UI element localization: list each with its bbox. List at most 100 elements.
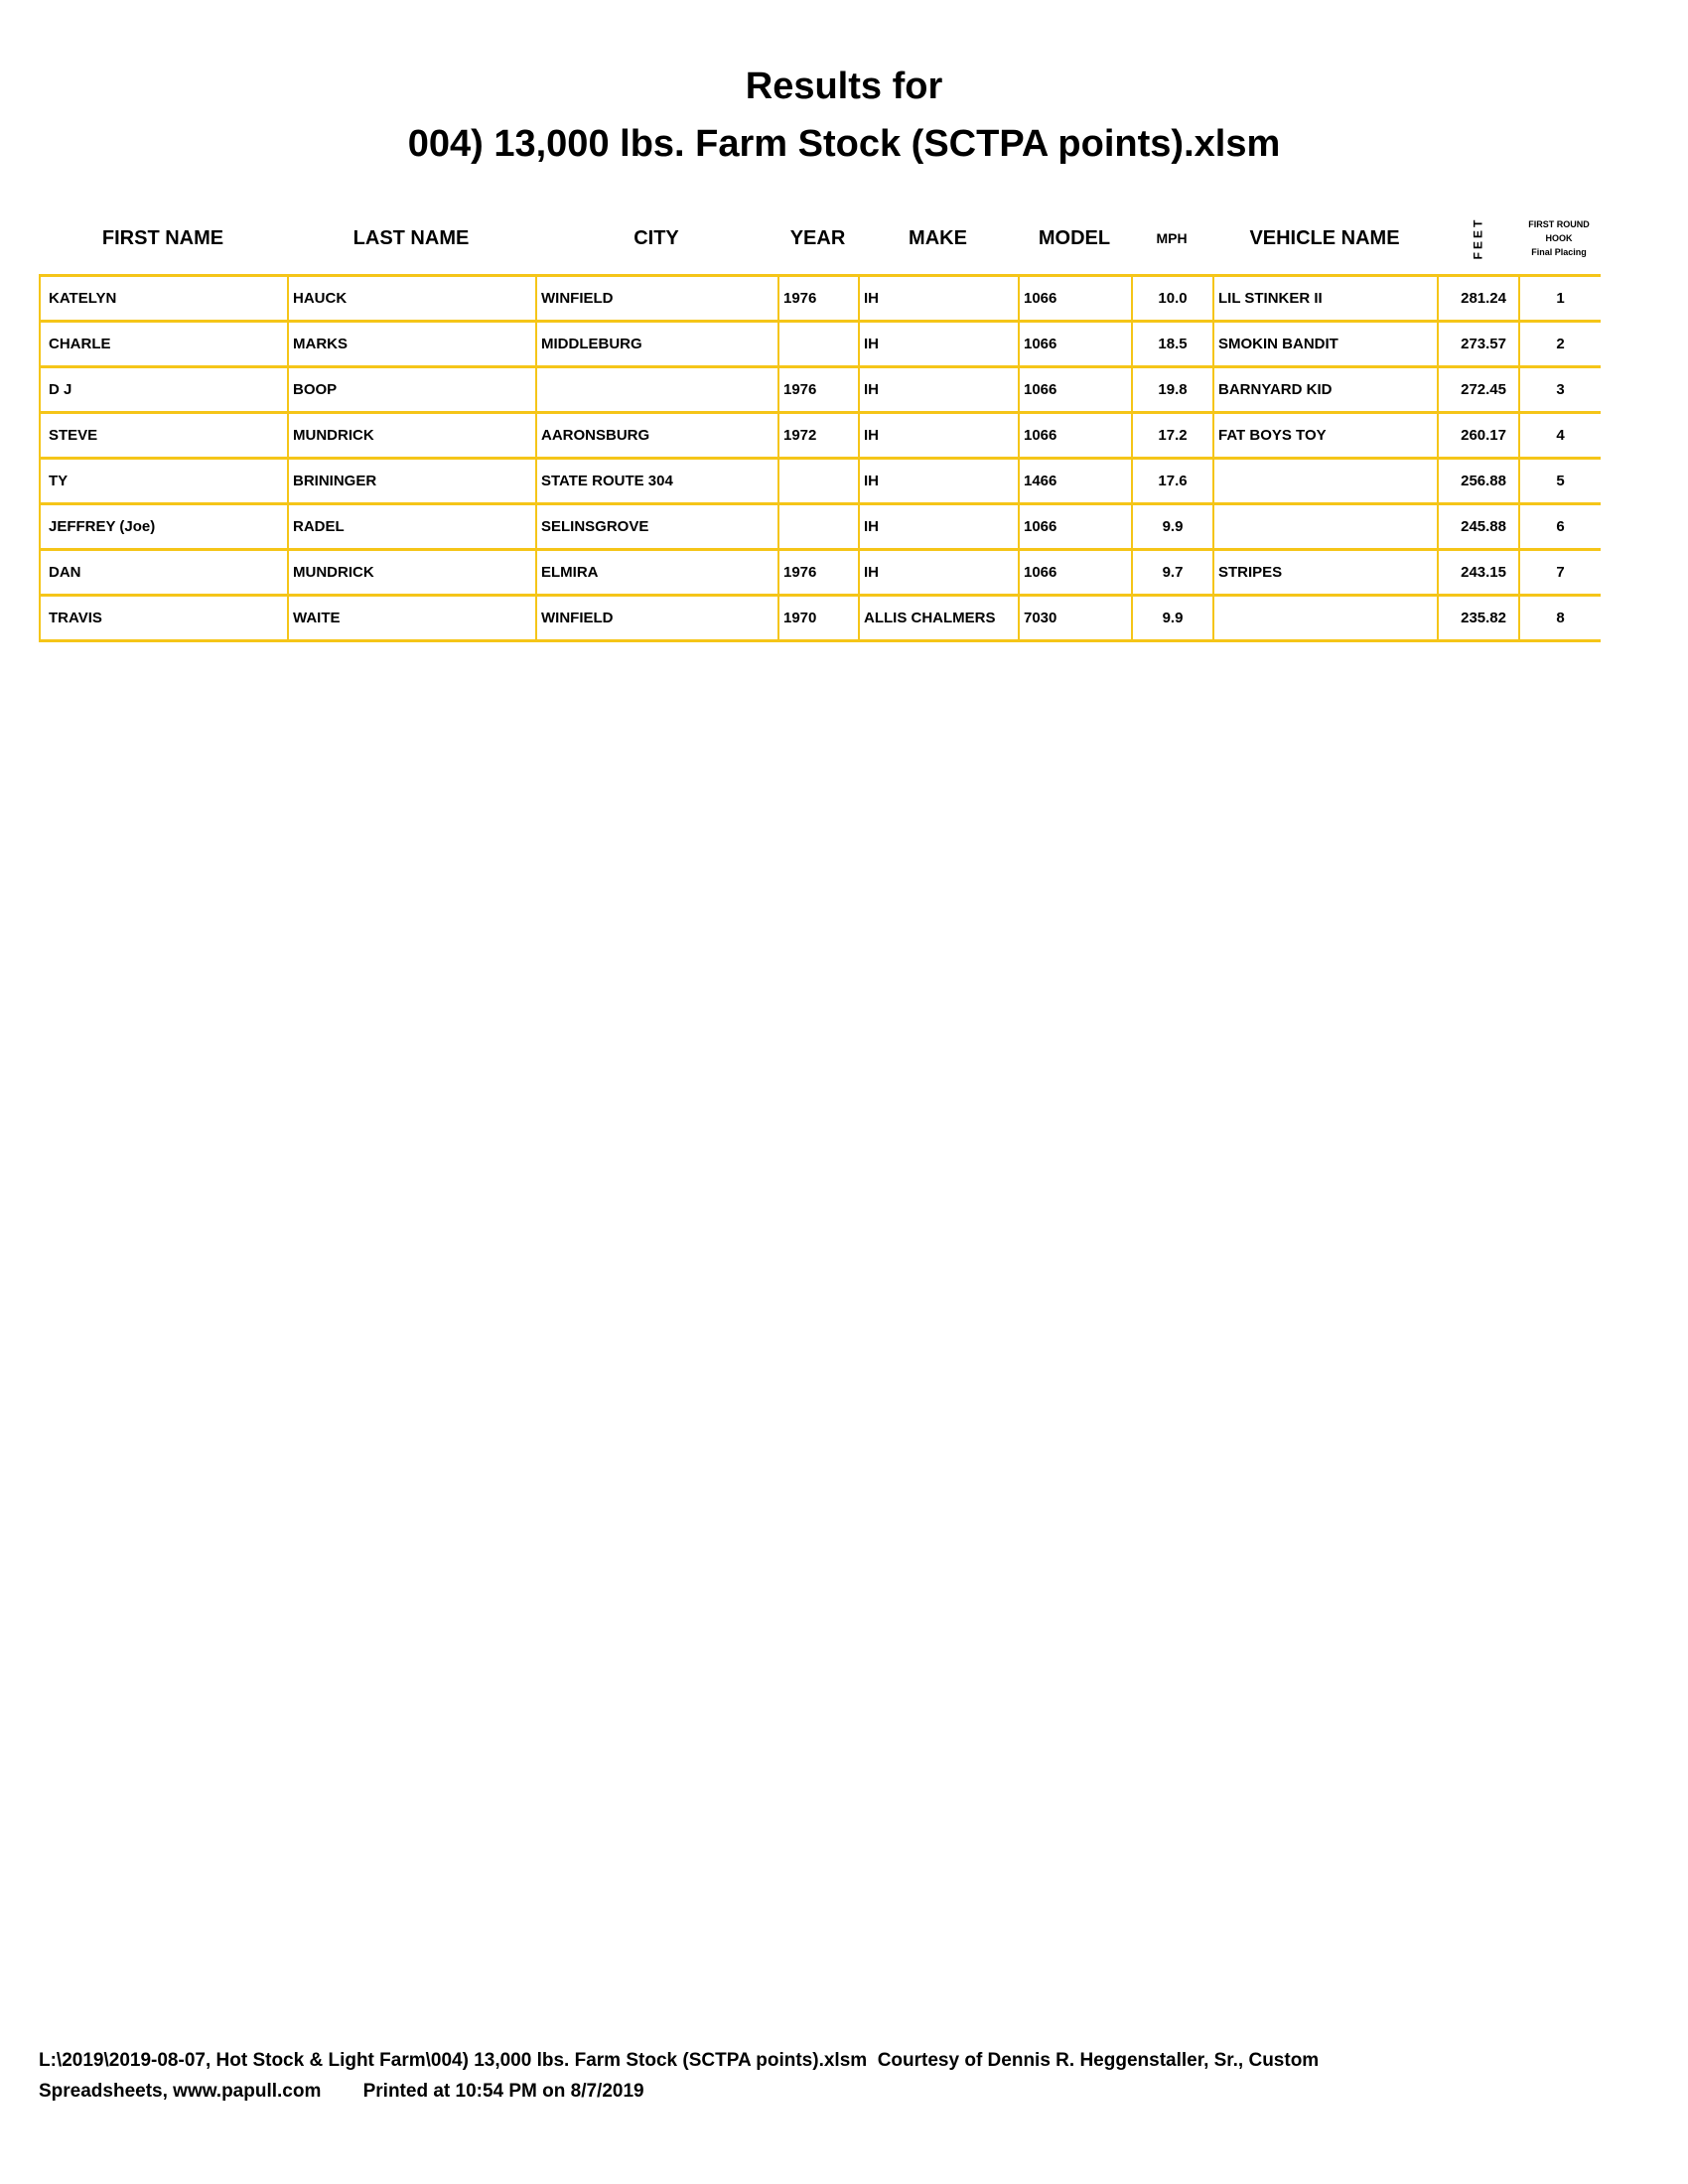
cell-placing: 5 xyxy=(1518,457,1601,505)
cell-model: 1066 xyxy=(1018,411,1133,460)
cell-year: 1976 xyxy=(777,548,860,597)
cell-placing: 2 xyxy=(1518,320,1601,368)
table-row: D J BOOP 1976 IH 1066 19.8 BARNYARD KID 272.45 3 xyxy=(39,365,1601,414)
header-vehicle-name: VEHICLE NAME xyxy=(1249,226,1400,249)
cell-city: WINFIELD xyxy=(535,274,779,323)
cell-first-name: TRAVIS xyxy=(39,594,289,642)
cell-make: IH xyxy=(858,457,1020,505)
cell-year: 1976 xyxy=(777,365,860,414)
cell-feet: 256.88 xyxy=(1437,457,1520,505)
cell-placing: 3 xyxy=(1518,365,1601,414)
cell-vehicle-name: SMOKIN BANDIT xyxy=(1212,320,1439,368)
cell-make: IH xyxy=(858,411,1020,460)
cell-first-name: DAN xyxy=(39,548,289,597)
results-table: KATELYN HAUCK WINFIELD 1976 IH 1066 10.0 LIL ST… xyxy=(39,274,1601,642)
cell-city: STATE ROUTE 304 xyxy=(535,457,779,505)
table-row: DAN MUNDRICK ELMIRA 1976 IH 1066 9.7 STRIPES 243… xyxy=(39,548,1601,597)
cell-last-name: BRININGER xyxy=(287,457,537,505)
cell-last-name: MUNDRICK xyxy=(287,411,537,460)
placing-line2: HOOK xyxy=(1545,233,1573,243)
cell-feet: 273.57 xyxy=(1437,320,1520,368)
footer-printed: Spreadsheets, www.papull.com Printed at … xyxy=(39,2081,644,2102)
cell-first-name: JEFFREY (Joe) xyxy=(39,502,289,551)
cell-year: 1976 xyxy=(777,274,860,323)
cell-make: IH xyxy=(858,548,1020,597)
cell-model: 1066 xyxy=(1018,320,1133,368)
cell-make: IH xyxy=(858,274,1020,323)
cell-first-name: D J xyxy=(39,365,289,414)
cell-model: 1466 xyxy=(1018,457,1133,505)
cell-last-name: BOOP xyxy=(287,365,537,414)
page-subtitle: 004) 13,000 lbs. Farm Stock (SCTPA point… xyxy=(407,123,1281,165)
cell-year xyxy=(777,457,860,505)
cell-model: 1066 xyxy=(1018,502,1133,551)
header-mph: MPH xyxy=(1156,230,1188,246)
placing-line3: Final Placing xyxy=(1531,247,1587,257)
cell-feet: 243.15 xyxy=(1437,548,1520,597)
cell-first-name: STEVE xyxy=(39,411,289,460)
cell-feet: 281.24 xyxy=(1437,274,1520,323)
cell-first-name: CHARLE xyxy=(39,320,289,368)
cell-year xyxy=(777,502,860,551)
cell-last-name: HAUCK xyxy=(287,274,537,323)
cell-mph: 9.9 xyxy=(1131,502,1214,551)
cell-mph: 10.0 xyxy=(1131,274,1214,323)
cell-make: ALLIS CHALMERS xyxy=(858,594,1020,642)
cell-last-name: MARKS xyxy=(287,320,537,368)
header-city: CITY xyxy=(633,226,679,249)
table-row: TRAVIS WAITE WINFIELD 1970 ALLIS CHALMERS 703… xyxy=(39,594,1601,642)
header-placing: FIRST ROUND HOOK Final Placing xyxy=(1518,217,1600,259)
cell-year: 1970 xyxy=(777,594,860,642)
cell-vehicle-name xyxy=(1212,502,1439,551)
cell-city: ELMIRA xyxy=(535,548,779,597)
cell-city: MIDDLEBURG xyxy=(535,320,779,368)
footer-path: L:\2019\2019-08-07, Hot Stock & Light Fa… xyxy=(39,2050,1320,2071)
cell-mph: 9.7 xyxy=(1131,548,1214,597)
header-make: MAKE xyxy=(909,226,967,249)
table-row: KATELYN HAUCK WINFIELD 1976 IH 1066 10.0 LIL ST… xyxy=(39,274,1601,323)
cell-make: IH xyxy=(858,502,1020,551)
page-title: Results for xyxy=(745,66,943,107)
cell-placing: 6 xyxy=(1518,502,1601,551)
cell-model: 1066 xyxy=(1018,274,1133,323)
cell-feet: 272.45 xyxy=(1437,365,1520,414)
cell-feet: 260.17 xyxy=(1437,411,1520,460)
placing-line1: FIRST ROUND xyxy=(1528,219,1590,229)
table-row: STEVE MUNDRICK AARONSBURG 1972 IH 1066 17.2 FAT… xyxy=(39,411,1601,460)
cell-mph: 17.2 xyxy=(1131,411,1214,460)
cell-city: AARONSBURG xyxy=(535,411,779,460)
header-first-name: FIRST NAME xyxy=(101,226,224,249)
cell-last-name: RADEL xyxy=(287,502,537,551)
cell-make: IH xyxy=(858,320,1020,368)
header-model: MODEL xyxy=(1038,226,1111,249)
footer: L:\2019\2019-08-07, Hot Stock & Light Fa… xyxy=(39,2045,1627,2107)
cell-feet: 245.88 xyxy=(1437,502,1520,551)
cell-vehicle-name: LIL STINKER II xyxy=(1212,274,1439,323)
table-row: JEFFREY (Joe) RADEL SELINSGROVE IH 1066 9.9 24… xyxy=(39,502,1601,551)
header-year: YEAR xyxy=(789,226,846,249)
cell-mph: 17.6 xyxy=(1131,457,1214,505)
cell-model: 1066 xyxy=(1018,548,1133,597)
column-headers: FIRST NAME LAST NAME CITY YEAR MAKE MODE… xyxy=(39,208,1600,268)
cell-mph: 19.8 xyxy=(1131,365,1214,414)
header-feet: FEET xyxy=(1470,216,1484,260)
cell-city: WINFIELD xyxy=(535,594,779,642)
cell-make: IH xyxy=(858,365,1020,414)
cell-last-name: WAITE xyxy=(287,594,537,642)
cell-vehicle-name: BARNYARD KID xyxy=(1212,365,1439,414)
header-last-name: LAST NAME xyxy=(352,226,470,249)
cell-mph: 18.5 xyxy=(1131,320,1214,368)
cell-first-name: KATELYN xyxy=(39,274,289,323)
cell-model: 7030 xyxy=(1018,594,1133,642)
table-row: TY BRININGER STATE ROUTE 304 IH 1466 17.6 256.… xyxy=(39,457,1601,505)
cell-city: SELINSGROVE xyxy=(535,502,779,551)
cell-placing: 4 xyxy=(1518,411,1601,460)
cell-mph: 9.9 xyxy=(1131,594,1214,642)
cell-first-name: TY xyxy=(39,457,289,505)
cell-vehicle-name: FAT BOYS TOY xyxy=(1212,411,1439,460)
cell-placing: 1 xyxy=(1518,274,1601,323)
cell-year: 1972 xyxy=(777,411,860,460)
cell-year xyxy=(777,320,860,368)
cell-vehicle-name xyxy=(1212,457,1439,505)
cell-placing: 8 xyxy=(1518,594,1601,642)
